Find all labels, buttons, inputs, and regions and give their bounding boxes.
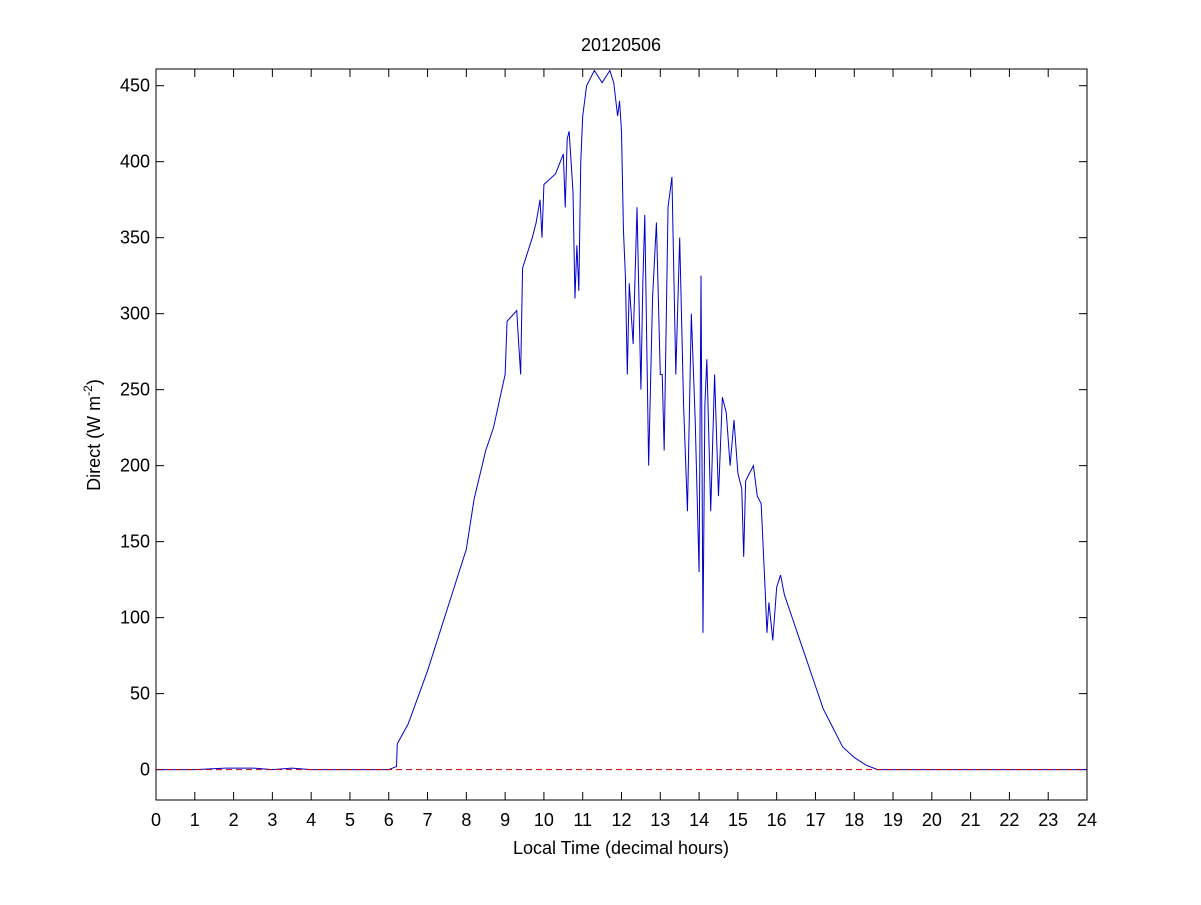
y-tick-label: 400 [120,152,150,172]
chart-title: 20120506 [581,35,661,55]
y-tick-label: 350 [120,228,150,248]
x-tick-label: 5 [345,810,355,830]
y-label-superscript: -2 [81,385,95,396]
x-tick-label: 7 [423,810,433,830]
y-label-text: Direct (W m [84,396,104,491]
x-tick-label: 0 [151,810,161,830]
x-tick-label: 11 [573,810,592,830]
x-tick-label: 15 [728,810,748,830]
x-tick-label: 19 [883,810,903,830]
x-tick-label: 14 [689,810,709,830]
x-tick-label: 3 [267,810,277,830]
x-tick-label: 8 [461,810,471,830]
y-tick-label: 150 [120,532,150,552]
y-tick-label: 450 [120,76,150,96]
x-tick-label: 21 [961,810,981,830]
x-tick-label: 24 [1077,810,1097,830]
x-axis-label: Local Time (decimal hours) [513,838,729,858]
x-tick-label: 4 [306,810,316,830]
x-tick-label: 20 [922,810,942,830]
x-tick-label: 22 [999,810,1019,830]
x-tick-label: 9 [500,810,510,830]
y-tick-label: 300 [120,304,150,324]
y-tick-label: 200 [120,456,150,476]
y-tick-label: 0 [140,760,150,780]
x-tick-label: 16 [767,810,787,830]
x-tick-label: 18 [844,810,864,830]
y-tick-label: 250 [120,380,150,400]
x-tick-label: 6 [384,810,394,830]
data-line [156,69,1087,771]
plot-frame [155,68,1088,801]
x-tick-label: 2 [229,810,239,830]
x-tick-label: 13 [650,810,670,830]
x-tick-label: 1 [190,810,200,830]
x-tick-label: 10 [534,810,554,830]
x-tick-label: 12 [611,810,631,830]
x-tick-label: 17 [805,810,825,830]
x-tick-label: 23 [1038,810,1058,830]
y-tick-label: 100 [120,608,150,628]
y-axis-label: Direct (W m-2) [81,379,104,491]
y-tick-label: 50 [130,684,150,704]
y-label-text-end: ) [84,379,104,385]
